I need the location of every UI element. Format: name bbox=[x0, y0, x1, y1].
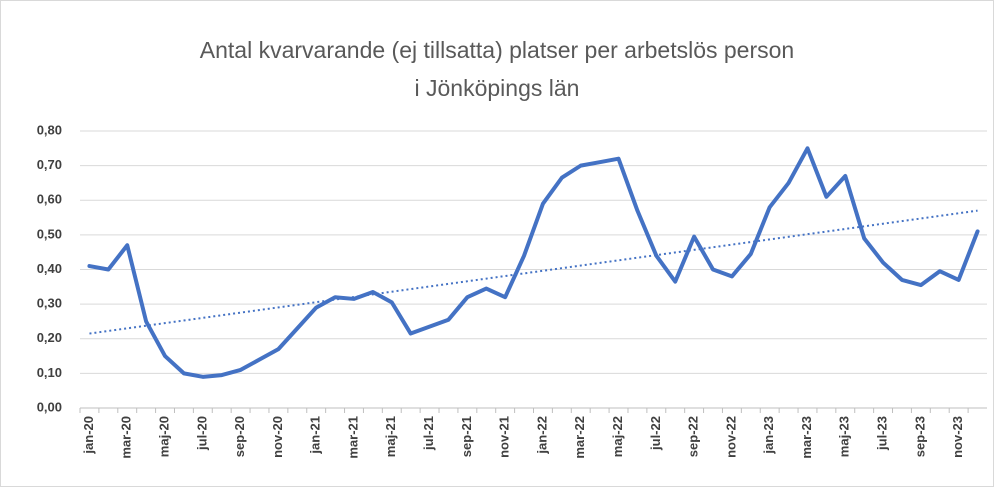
chart-title: i Jönköpings län bbox=[415, 75, 580, 101]
x-tick-label: maj-22 bbox=[610, 416, 625, 457]
y-tick-label: 0,00 bbox=[37, 399, 62, 414]
y-tick-label: 0,80 bbox=[37, 122, 62, 137]
x-tick-label: mar-23 bbox=[799, 416, 814, 459]
x-tick-label: sep-23 bbox=[912, 416, 927, 457]
x-tick-label: jan-22 bbox=[534, 416, 549, 455]
x-tick-label: nov-23 bbox=[950, 416, 965, 458]
x-tick-label: jul-23 bbox=[875, 416, 890, 451]
y-tick-label: 0,20 bbox=[37, 330, 62, 345]
x-tick-label: jan-21 bbox=[308, 416, 323, 455]
x-tick-label: jan-20 bbox=[81, 416, 96, 455]
x-tick-label: nov-20 bbox=[270, 416, 285, 458]
y-tick-label: 0,70 bbox=[37, 157, 62, 172]
y-tick-label: 0,30 bbox=[37, 296, 62, 311]
x-tick-label: mar-20 bbox=[119, 416, 134, 459]
x-tick-label: jul-21 bbox=[421, 416, 436, 451]
x-tick-label: sep-20 bbox=[232, 416, 247, 457]
x-tick-label: mar-22 bbox=[572, 416, 587, 459]
x-tick-label: sep-21 bbox=[459, 416, 474, 457]
data-line bbox=[87, 146, 980, 379]
x-tick-label: nov-22 bbox=[723, 416, 738, 458]
x-tick-label: jan-23 bbox=[761, 416, 776, 455]
x-tick-label: nov-21 bbox=[497, 416, 512, 458]
y-tick-label: 0,50 bbox=[37, 226, 62, 241]
x-tick-label: maj-20 bbox=[156, 416, 171, 457]
y-tick-label: 0,10 bbox=[37, 365, 62, 380]
x-tick-label: jul-22 bbox=[648, 416, 663, 451]
x-tick-label: sep-22 bbox=[686, 416, 701, 457]
y-tick-label: 0,40 bbox=[37, 261, 62, 276]
x-tick-label: maj-23 bbox=[837, 416, 852, 457]
x-tick-label: jul-20 bbox=[194, 416, 209, 451]
x-tick-label: mar-21 bbox=[345, 416, 360, 459]
chart-title: Antal kvarvarande (ej tillsatta) platser… bbox=[200, 37, 794, 63]
x-tick-label: maj-21 bbox=[383, 416, 398, 457]
y-tick-label: 0,60 bbox=[37, 192, 62, 207]
